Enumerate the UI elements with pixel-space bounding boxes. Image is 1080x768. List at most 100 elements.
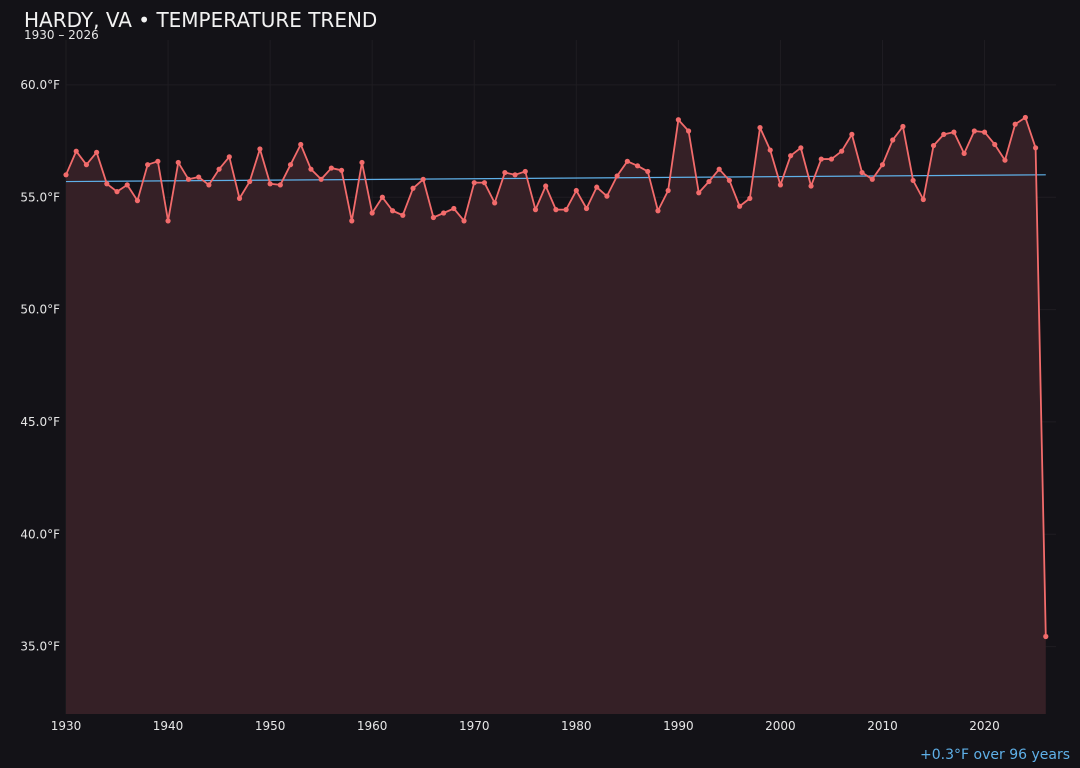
- data-point-1990: [675, 117, 681, 123]
- data-point-2017: [951, 129, 957, 135]
- trend-annotation: +0.3°F over 96 years: [920, 747, 1070, 763]
- data-point-1996: [737, 203, 743, 209]
- data-point-1995: [726, 177, 733, 184]
- data-point-1941: [175, 159, 181, 166]
- data-point-2001: [788, 153, 794, 159]
- x-tick-label-2010: 2010: [867, 719, 898, 733]
- data-point-1948: [247, 178, 253, 185]
- data-point-1930: [63, 172, 69, 178]
- data-point-1998: [757, 125, 763, 131]
- data-point-1932: [83, 162, 90, 168]
- data-point-1933: [94, 149, 100, 155]
- data-point-2012: [900, 123, 906, 130]
- x-tick-label-1930: 1930: [51, 719, 82, 733]
- data-point-1976: [532, 207, 539, 213]
- data-point-1987: [645, 168, 651, 175]
- data-point-1947: [236, 195, 243, 201]
- data-point-1955: [318, 176, 324, 182]
- data-point-2026: [1043, 633, 1049, 640]
- data-point-1977: [543, 183, 549, 189]
- data-point-1985: [624, 158, 630, 164]
- data-point-1988: [655, 208, 661, 214]
- data-point-2011: [890, 137, 896, 143]
- data-point-1937: [134, 198, 141, 204]
- data-point-1938: [145, 162, 151, 168]
- y-axis-ticks: 35.0°F 40.0°F 45.0°F 50.0°F 55.0°F 60.0°F: [20, 78, 60, 654]
- data-point-1946: [226, 154, 232, 160]
- y-tick-label-50: 50.0°F: [20, 303, 60, 317]
- data-point-2015: [930, 142, 937, 149]
- data-point-1968: [451, 205, 457, 212]
- y-tick-label-45: 45.0°F: [20, 415, 60, 429]
- data-point-1999: [767, 147, 773, 153]
- data-point-1991: [685, 128, 692, 134]
- data-point-1939: [155, 158, 161, 164]
- data-point-1931: [73, 148, 79, 154]
- data-point-1935: [114, 189, 120, 195]
- data-point-1940: [165, 218, 171, 224]
- data-point-1957: [338, 167, 345, 173]
- data-point-1963: [400, 212, 406, 218]
- data-point-2009: [869, 176, 875, 182]
- data-point-1974: [512, 172, 518, 178]
- data-point-1959: [359, 159, 365, 166]
- x-tick-label-2000: 2000: [765, 719, 796, 733]
- x-tick-label-1950: 1950: [255, 719, 286, 733]
- x-tick-label-1940: 1940: [153, 719, 184, 733]
- data-point-1943: [196, 174, 202, 180]
- data-point-1994: [716, 166, 722, 172]
- data-point-1975: [522, 168, 528, 175]
- data-point-1951: [277, 182, 283, 188]
- data-point-1970: [471, 180, 477, 186]
- data-point-2003: [808, 183, 814, 189]
- data-point-1984: [614, 173, 620, 179]
- data-point-1981: [583, 205, 590, 212]
- data-point-2002: [798, 145, 804, 151]
- data-point-1967: [441, 210, 447, 216]
- data-point-1972: [492, 200, 498, 206]
- data-point-1942: [185, 176, 192, 182]
- data-point-1973: [502, 169, 508, 176]
- data-point-1945: [216, 166, 222, 172]
- data-point-1964: [410, 185, 416, 191]
- data-point-1962: [389, 208, 396, 214]
- chart-subtitle: 1930 – 2026: [24, 28, 99, 42]
- data-point-1980: [573, 187, 579, 194]
- data-point-1986: [634, 163, 641, 169]
- data-point-1960: [369, 210, 375, 216]
- data-point-2013: [910, 177, 916, 184]
- chart-title: HARDY, VA • TEMPERATURE TREND: [24, 8, 378, 32]
- x-tick-label-2020: 2020: [969, 719, 1000, 733]
- data-point-1944: [206, 182, 212, 188]
- data-point-1997: [747, 195, 753, 201]
- data-point-1958: [349, 218, 355, 224]
- trend-line: [65, 174, 1046, 183]
- y-tick-label-35: 35.0°F: [20, 640, 60, 654]
- data-point-2023: [1012, 121, 1018, 127]
- temperature-area: [66, 117, 1046, 714]
- data-point-2008: [859, 169, 865, 176]
- data-point-1966: [430, 214, 437, 221]
- data-point-2010: [879, 162, 886, 168]
- data-point-2014: [920, 196, 926, 203]
- x-axis-ticks: 1930 1940 1950 1960 1970 1980 1990 2000 2010 2020: [51, 719, 1000, 733]
- data-point-2007: [849, 131, 855, 137]
- data-point-1983: [604, 193, 610, 199]
- y-tick-label-55: 55.0°F: [20, 190, 60, 204]
- data-point-1936: [124, 182, 130, 188]
- data-point-2018: [961, 150, 967, 157]
- data-point-1953: [298, 141, 304, 148]
- data-point-2025: [1032, 145, 1039, 151]
- data-point-1978: [553, 207, 559, 213]
- data-point-1971: [481, 180, 488, 186]
- data-point-2020: [981, 129, 988, 135]
- x-tick-label-1990: 1990: [663, 719, 694, 733]
- data-point-1965: [420, 176, 426, 182]
- data-point-2022: [1002, 157, 1008, 163]
- y-tick-label-40: 40.0°F: [20, 527, 60, 541]
- data-point-1992: [696, 190, 702, 196]
- data-point-1979: [563, 207, 569, 213]
- data-point-1949: [257, 146, 263, 152]
- data-point-1950: [267, 181, 273, 187]
